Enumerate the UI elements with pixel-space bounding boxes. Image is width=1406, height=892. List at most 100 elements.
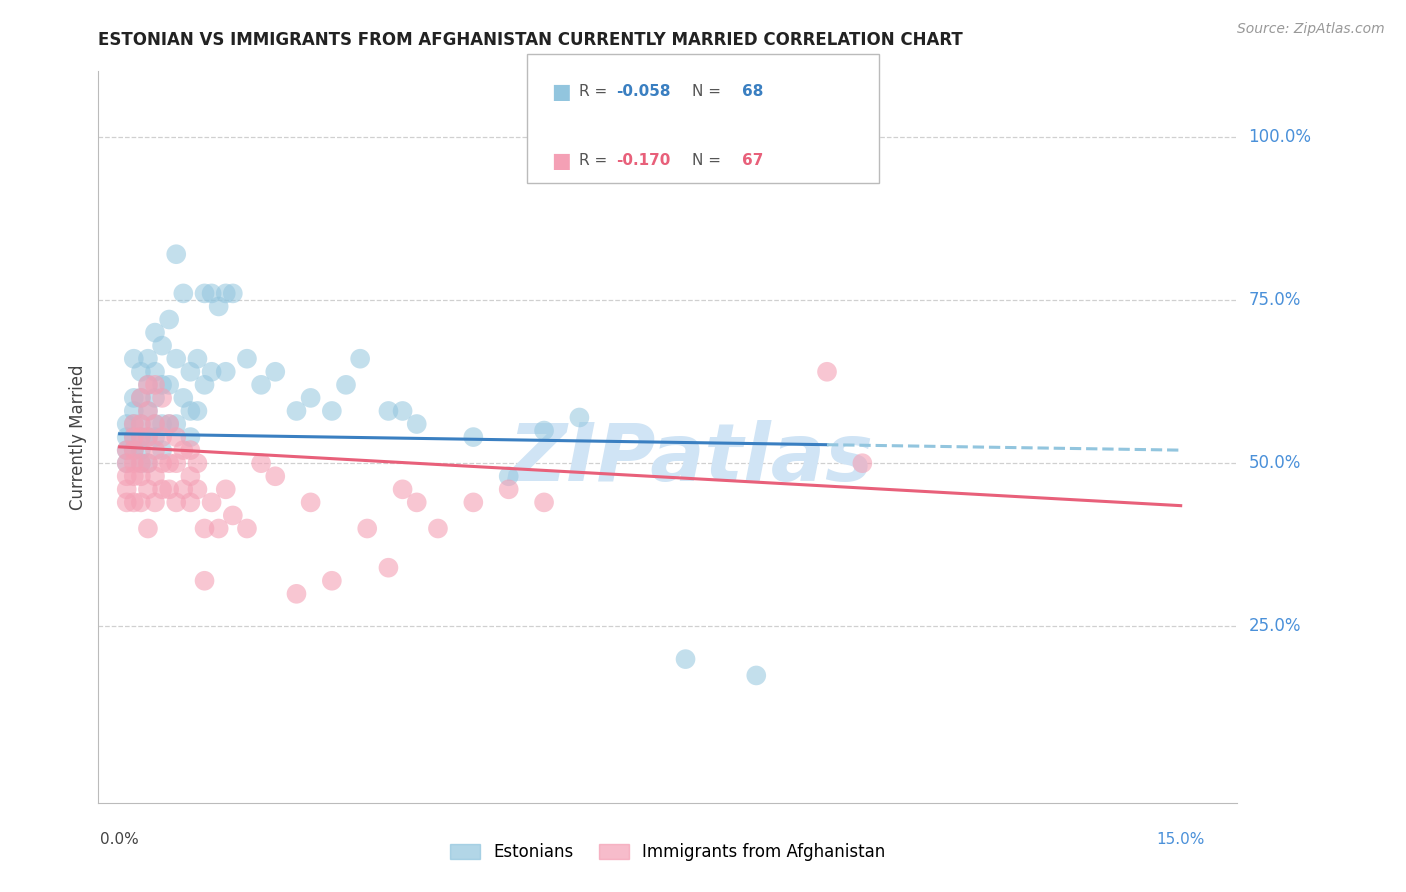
Text: -0.170: -0.170 xyxy=(616,153,671,168)
Point xyxy=(208,300,231,314)
Point xyxy=(285,587,308,601)
Point xyxy=(285,404,308,418)
Point xyxy=(533,495,555,509)
Legend: Estonians, Immigrants from Afghanistan: Estonians, Immigrants from Afghanistan xyxy=(444,837,891,868)
Point xyxy=(250,377,273,392)
Text: 100.0%: 100.0% xyxy=(1249,128,1312,145)
Point xyxy=(193,377,215,392)
Point xyxy=(115,443,138,458)
Text: ■: ■ xyxy=(551,151,571,170)
Point xyxy=(129,456,152,470)
Point xyxy=(377,560,399,574)
Point xyxy=(150,391,173,405)
Point xyxy=(143,430,166,444)
Point xyxy=(122,417,145,431)
Point xyxy=(129,430,152,444)
Text: R =: R = xyxy=(579,153,613,168)
Point xyxy=(157,377,180,392)
Text: R =: R = xyxy=(579,85,613,99)
Point xyxy=(264,365,287,379)
Point xyxy=(568,410,591,425)
Point xyxy=(172,443,194,458)
Point xyxy=(179,404,201,418)
Point xyxy=(129,391,152,405)
Point xyxy=(136,377,159,392)
Text: 0.0%: 0.0% xyxy=(100,832,139,847)
Point xyxy=(179,430,201,444)
Point xyxy=(222,286,245,301)
Point xyxy=(165,495,187,509)
Point xyxy=(122,430,145,444)
Point xyxy=(115,456,138,470)
Text: N =: N = xyxy=(692,85,725,99)
Point xyxy=(200,286,222,301)
Point xyxy=(250,456,273,470)
Point xyxy=(222,508,245,523)
Point xyxy=(157,483,180,497)
Point xyxy=(143,495,166,509)
Point xyxy=(122,430,145,444)
Point xyxy=(356,521,378,535)
Point xyxy=(129,391,152,405)
Text: ■: ■ xyxy=(551,82,571,102)
Point xyxy=(405,417,427,431)
Point xyxy=(136,430,159,444)
Point xyxy=(179,443,201,458)
Point xyxy=(200,495,222,509)
Point xyxy=(165,247,187,261)
Point xyxy=(463,430,485,444)
Point xyxy=(349,351,371,366)
Text: 75.0%: 75.0% xyxy=(1249,291,1301,309)
Point xyxy=(463,495,485,509)
Point xyxy=(150,456,173,470)
Text: 68: 68 xyxy=(742,85,763,99)
Point xyxy=(143,391,166,405)
Point xyxy=(122,495,145,509)
Text: 25.0%: 25.0% xyxy=(1249,617,1301,635)
Point xyxy=(129,469,152,483)
Point xyxy=(129,365,152,379)
Point xyxy=(157,417,180,431)
Point xyxy=(122,351,145,366)
Point xyxy=(215,483,238,497)
Text: -0.058: -0.058 xyxy=(616,85,671,99)
Point xyxy=(122,417,145,431)
Point xyxy=(157,312,180,326)
Point xyxy=(115,456,138,470)
Point xyxy=(165,430,187,444)
Point xyxy=(122,469,145,483)
Text: 67: 67 xyxy=(742,153,763,168)
Point xyxy=(157,456,180,470)
Point xyxy=(122,443,145,458)
Point xyxy=(129,456,152,470)
Point xyxy=(193,574,215,588)
Point xyxy=(165,456,187,470)
Point xyxy=(193,521,215,535)
Point xyxy=(150,443,173,458)
Point xyxy=(426,521,449,535)
Point xyxy=(186,456,208,470)
Point xyxy=(186,483,208,497)
Point xyxy=(129,430,152,444)
Text: N =: N = xyxy=(692,153,725,168)
Point xyxy=(150,338,173,352)
Point xyxy=(377,404,399,418)
Point xyxy=(165,417,187,431)
Point xyxy=(129,417,152,431)
Point xyxy=(215,286,238,301)
Point xyxy=(299,495,322,509)
Point xyxy=(851,456,873,470)
Point xyxy=(150,483,173,497)
Point xyxy=(236,351,259,366)
Point xyxy=(498,483,520,497)
Point xyxy=(115,483,138,497)
Point xyxy=(115,469,138,483)
Point xyxy=(533,424,555,438)
Point xyxy=(136,404,159,418)
Point xyxy=(157,417,180,431)
Point xyxy=(391,404,413,418)
Point xyxy=(136,377,159,392)
Point xyxy=(179,469,201,483)
Point xyxy=(321,404,343,418)
Point xyxy=(143,365,166,379)
